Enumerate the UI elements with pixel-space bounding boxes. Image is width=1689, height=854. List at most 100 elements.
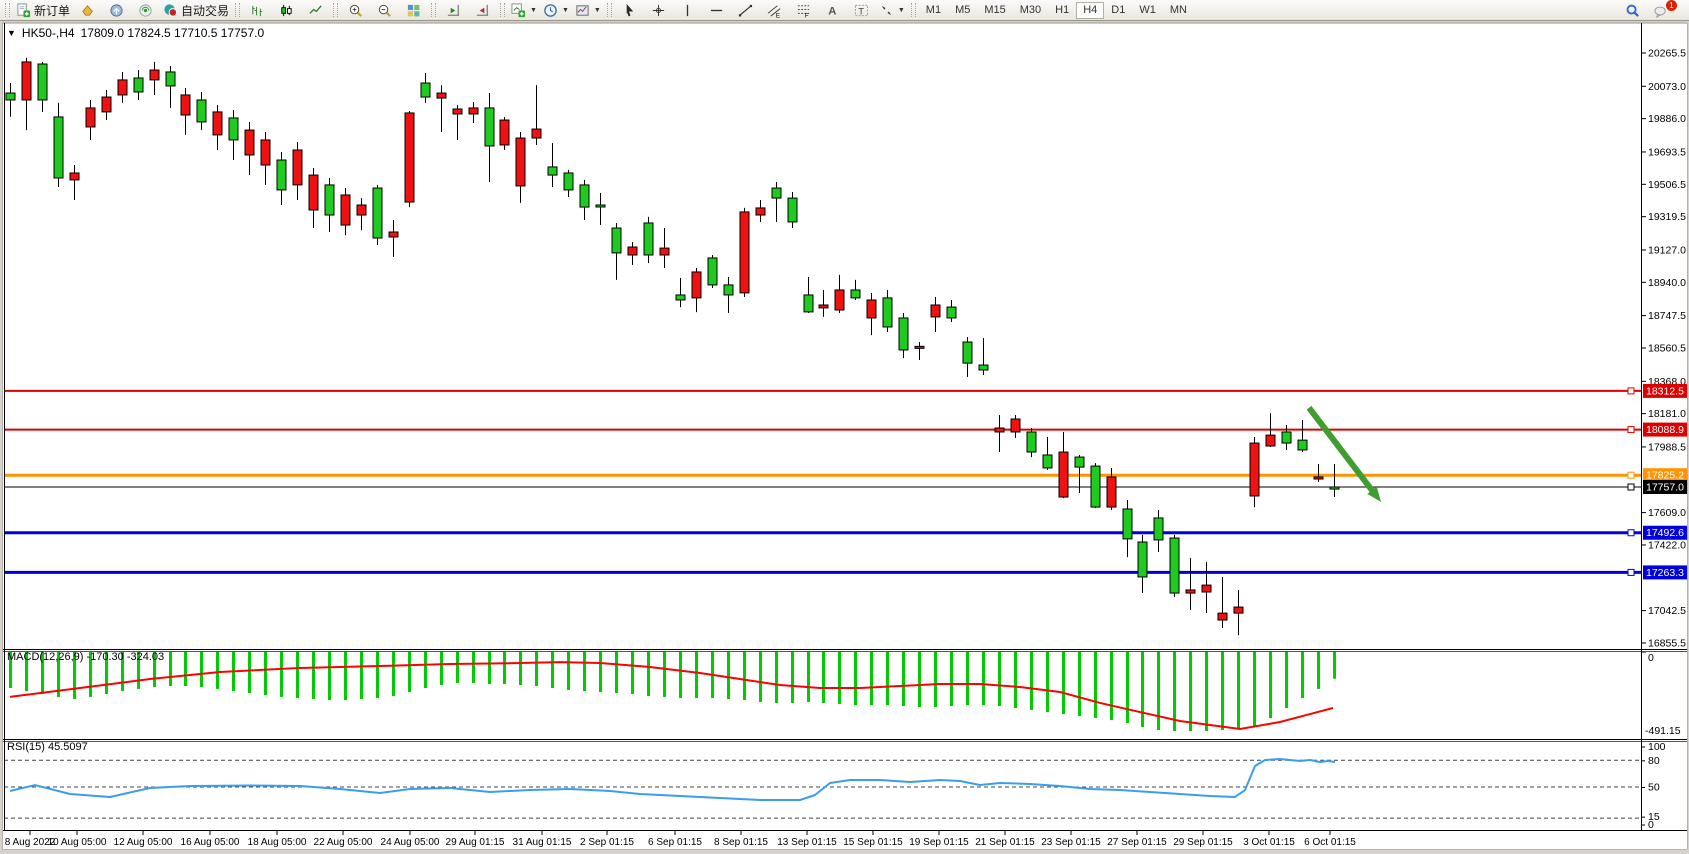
candle-body: [196, 99, 207, 123]
hline-icon: [710, 9, 722, 11]
timeframe-w1-button[interactable]: W1: [1139, 4, 1156, 16]
timeframe-m5-button[interactable]: M5: [955, 4, 971, 16]
shift-end-button[interactable]: [439, 1, 468, 20]
fibonacci-button[interactable]: F: [789, 1, 818, 20]
date-tick-label: 21 Sep 01:15: [975, 837, 1035, 848]
text-label-button[interactable]: T: [847, 1, 876, 20]
tiles-button[interactable]: [399, 1, 428, 20]
timeframe-m15-button[interactable]: M15: [984, 4, 1006, 16]
price-line-anchor[interactable]: [1627, 483, 1635, 491]
date-tick-label: 6 Sep 01:15: [648, 837, 702, 848]
linechart-button[interactable]: [301, 1, 330, 20]
candle-body: [547, 166, 558, 176]
toolbar-grip[interactable]: [500, 3, 506, 17]
chat-button[interactable]: 1: [1651, 0, 1686, 20]
templates-icon: [576, 4, 589, 16]
candle-body: [1074, 456, 1085, 468]
candle-body: [850, 289, 861, 299]
timeframe-h1-button[interactable]: H1: [1055, 4, 1070, 16]
candle-body: [117, 79, 128, 96]
channel-icon: E: [767, 4, 781, 18]
search-button[interactable]: [1618, 1, 1647, 20]
autotrade-icon: [164, 3, 178, 17]
timeframe-m30-button[interactable]: M30: [1019, 4, 1042, 16]
price-tick-label: 19127.0: [1648, 244, 1686, 256]
dropdown-arrow-icon[interactable]: ▼: [897, 6, 905, 14]
hline-button[interactable]: [702, 1, 731, 20]
toolbar-grip[interactable]: [910, 3, 916, 17]
trendline-button[interactable]: [731, 1, 760, 20]
date-tick-label: 23 Sep 01:15: [1041, 837, 1101, 848]
date-tick-label: 29 Aug 01:15: [446, 837, 505, 848]
toolbar-grip[interactable]: [431, 3, 437, 17]
candle-body: [1249, 442, 1260, 497]
indicators-button[interactable]: ▼: [508, 1, 540, 20]
trend-arrow-head[interactable]: [1367, 486, 1381, 503]
periods-button[interactable]: ▼: [540, 1, 572, 20]
toolbar-grip[interactable]: [606, 3, 612, 17]
candle-body: [787, 197, 798, 223]
crosshair-icon: [652, 4, 664, 16]
dropdown-arrow-icon[interactable]: ▼: [561, 6, 569, 14]
signal-button[interactable]: [131, 1, 160, 20]
timeframe-m1-button[interactable]: M1: [925, 4, 942, 16]
crosshair-button[interactable]: [644, 1, 673, 20]
dropdown-arrow-icon[interactable]: ▼: [593, 6, 601, 14]
price-line-anchor[interactable]: [1627, 387, 1635, 395]
candle-body: [5, 92, 16, 101]
price-tick-label: 19319.5: [1648, 211, 1686, 223]
channel-button[interactable]: E: [760, 1, 789, 20]
zoom-out-button[interactable]: [370, 1, 399, 20]
price-line-anchor[interactable]: [1627, 568, 1635, 576]
periods-icon: [544, 3, 557, 17]
dropdown-arrow-icon[interactable]: ▼: [530, 6, 537, 14]
templates-button[interactable]: ▼: [572, 1, 604, 20]
candle-body: [1233, 606, 1244, 614]
toolbar-grip[interactable]: [333, 3, 339, 17]
candle-body: [1217, 612, 1228, 621]
svg-text:F: F: [805, 12, 809, 17]
auto-scroll-button[interactable]: [468, 1, 497, 20]
date-tick-label: 27 Sep 01:15: [1107, 837, 1167, 848]
vline-button[interactable]: [673, 1, 702, 20]
bars-button[interactable]: [243, 1, 272, 20]
timeframe-mn-button[interactable]: MN: [1169, 4, 1187, 16]
toolbar-grip[interactable]: [235, 3, 241, 17]
candle-body: [579, 184, 590, 208]
candles-layer: [5, 57, 1340, 636]
candle-body: [37, 63, 48, 101]
text-button[interactable]: A: [818, 1, 847, 20]
timeframe-d1-button[interactable]: D1: [1111, 4, 1126, 16]
candle-body: [340, 194, 351, 226]
gold-tool-button[interactable]: [73, 1, 102, 20]
candle-body: [1201, 584, 1212, 593]
toolbar-grip[interactable]: [5, 3, 10, 17]
shift-end-icon: [447, 4, 460, 16]
arrows-button[interactable]: ▼: [876, 1, 908, 20]
price-axis[interactable]: 20265.5 20073.0 19886.0 19693.5 19506.5 19319…: [1641, 48, 1688, 650]
new-order-button[interactable]: 新订单: [13, 1, 73, 20]
candle-body: [212, 111, 223, 136]
candle-body: [882, 297, 893, 328]
horizontal-lines-layer[interactable]: [4, 387, 1641, 576]
price-line-anchor[interactable]: [1627, 529, 1635, 537]
candle-body: [292, 149, 303, 186]
candles-button[interactable]: [272, 1, 301, 20]
publish-button[interactable]: [102, 1, 131, 20]
date-tick-label: 13 Sep 01:15: [777, 837, 837, 848]
timeframe-h4-button[interactable]: H4: [1076, 1, 1105, 19]
candle-body: [133, 77, 144, 93]
candle-body: [834, 289, 845, 311]
cursor-button[interactable]: [615, 1, 644, 20]
trend-arrow[interactable]: [1306, 405, 1379, 498]
candle-body: [149, 69, 160, 81]
zoom-in-button[interactable]: [341, 1, 370, 20]
price-line-anchor[interactable]: [1627, 471, 1635, 479]
price-line-anchor[interactable]: [1627, 426, 1635, 434]
autotrade-button[interactable]: 自动交易: [160, 1, 232, 20]
symbol-dropdown-icon[interactable]: ▼: [7, 28, 16, 38]
price-tick-label: 17609.0: [1648, 507, 1686, 519]
candle-body: [659, 247, 670, 256]
